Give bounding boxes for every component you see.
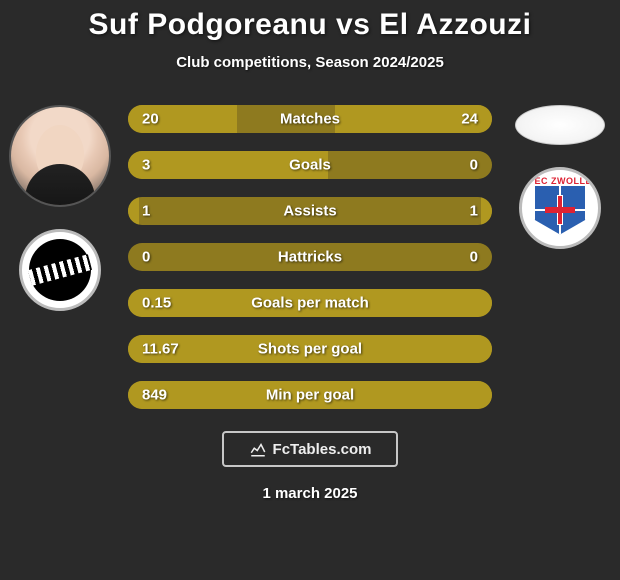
stat-bar: 20 24 Matches (128, 105, 492, 133)
stat-bar-right-fill (481, 197, 492, 225)
stat-label: Goals per match (251, 295, 369, 312)
stat-right-value: 1 (470, 203, 478, 220)
stat-left-value: 20 (142, 111, 159, 128)
right-player-photo-placeholder (515, 105, 605, 145)
stat-label: Shots per goal (258, 341, 362, 358)
brand-label: FcTables.com (273, 441, 372, 458)
stat-label: Goals (289, 157, 331, 174)
stat-right-value: 24 (461, 111, 478, 128)
stat-bar: 0.15 Goals per match (128, 289, 492, 317)
stat-right-value: 0 (470, 249, 478, 266)
stat-bar: 1 1 Assists (128, 197, 492, 225)
page-subtitle: Club competitions, Season 2024/2025 (176, 54, 444, 71)
right-player-column: PEC ZWOLLE (500, 99, 620, 249)
left-player-photo (9, 105, 111, 207)
stat-bar: 3 0 Goals (128, 151, 492, 179)
stat-left-value: 3 (142, 157, 150, 174)
stat-left-value: 0.15 (142, 295, 171, 312)
left-club-badge (19, 229, 101, 311)
stat-right-value: 0 (470, 157, 478, 174)
stats-bars: 20 24 Matches 3 0 Goals 1 1 Assists 0 0 Hattricks 0.… (120, 99, 500, 409)
stat-label: Assists (283, 203, 336, 220)
date-label: 1 march 2025 (262, 485, 357, 502)
stat-label: Hattricks (278, 249, 342, 266)
stat-left-value: 11.67 (142, 341, 179, 358)
stat-bar: 11.67 Shots per goal (128, 335, 492, 363)
stat-bar: 849 Min per goal (128, 381, 492, 409)
stat-bar-left-fill (128, 197, 139, 225)
stat-label: Min per goal (266, 387, 354, 404)
page-title: Suf Podgoreanu vs El Azzouzi (89, 8, 532, 42)
left-player-column (0, 99, 120, 311)
right-club-badge: PEC ZWOLLE (519, 167, 601, 249)
chart-icon (249, 440, 267, 458)
stat-bar: 0 0 Hattricks (128, 243, 492, 271)
stat-left-value: 849 (142, 387, 167, 404)
stat-left-value: 1 (142, 203, 150, 220)
right-club-label: PEC ZWOLLE (522, 176, 598, 186)
stat-label: Matches (280, 111, 340, 128)
root: Suf Podgoreanu vs El Azzouzi Club compet… (0, 0, 620, 580)
brand-badge[interactable]: FcTables.com (222, 431, 398, 467)
comparison-row: 20 24 Matches 3 0 Goals 1 1 Assists 0 0 Hattricks 0.… (0, 99, 620, 409)
stat-left-value: 0 (142, 249, 150, 266)
